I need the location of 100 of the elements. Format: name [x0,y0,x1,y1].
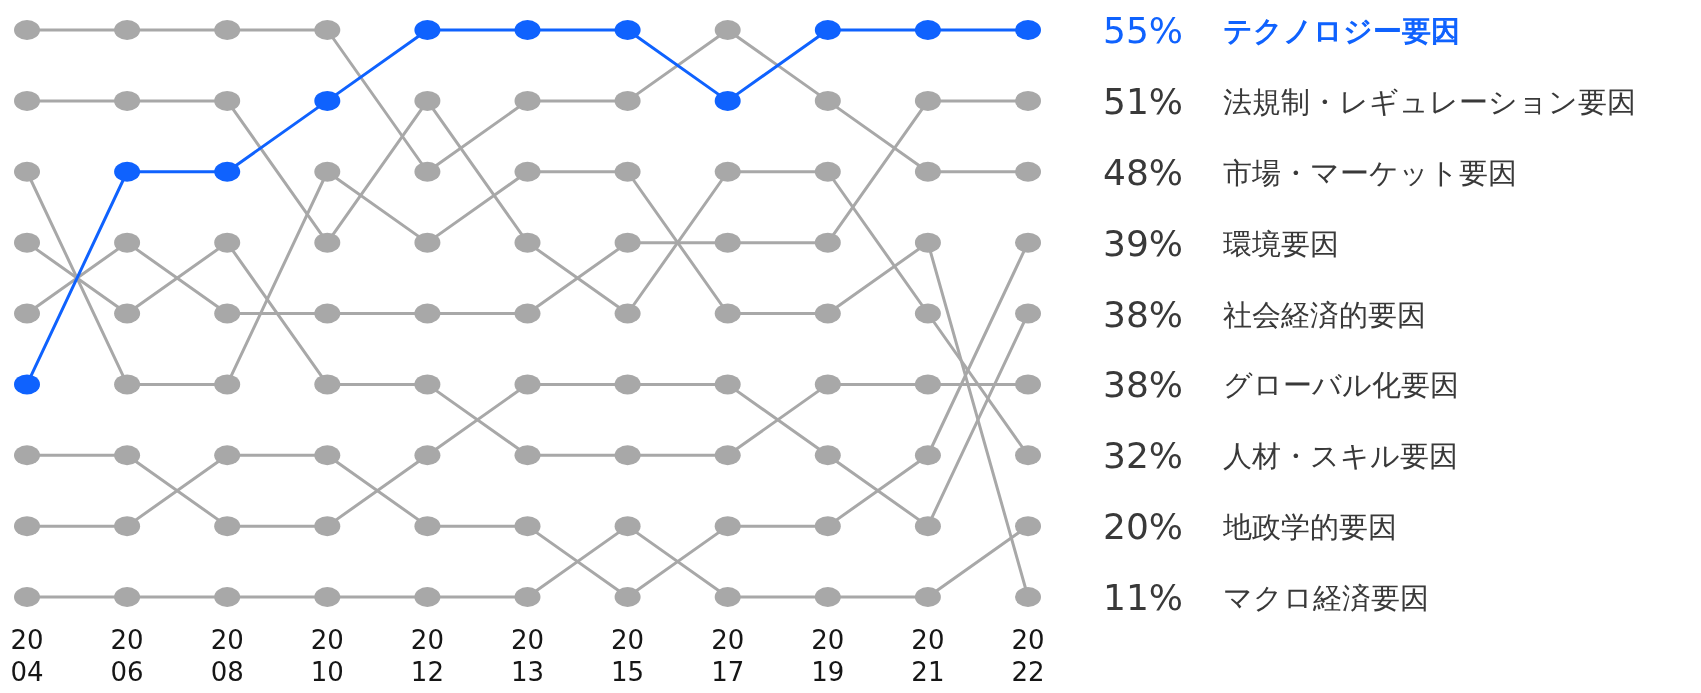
point [414,161,441,182]
point [114,374,141,395]
text: 法規制・レギュレーション要因 [1223,84,1636,119]
point [14,445,40,466]
point [14,232,40,253]
point [1015,90,1041,111]
point [614,232,641,253]
x-tick-label: 2015 [611,625,645,687]
annotation: 38% [1102,364,1183,406]
point [314,161,341,182]
point [414,374,441,395]
text: 環境要因 [1223,226,1339,261]
point [714,90,741,111]
point [914,445,941,466]
point [114,587,141,607]
point [614,303,641,324]
annotation: 32% [1102,435,1183,477]
point [814,20,841,40]
point [414,587,441,607]
point [514,303,541,324]
point [1015,445,1041,466]
point [14,161,40,182]
point [714,20,741,40]
x-tick-label: 2017 [711,625,745,687]
point [914,90,941,111]
point [814,232,841,253]
point [314,232,341,253]
annotation: 39% [1102,222,1183,264]
point [914,20,941,40]
x-tick-label: 2010 [310,625,344,687]
point [714,445,741,466]
annotation: 38% [1102,293,1183,335]
text: 地政学的要因 [1222,510,1397,545]
point [814,516,841,537]
point [414,516,441,537]
point [814,161,841,182]
point [814,90,841,111]
point [914,516,941,537]
point [1015,161,1041,182]
text: 市場・マーケット要因 [1223,155,1517,190]
point [314,587,341,607]
point [14,20,40,40]
point [714,303,741,324]
point [214,90,241,111]
point [614,90,641,111]
point [1015,374,1041,395]
point [414,90,441,111]
point [614,161,641,182]
text: マクロ経済要因 [1223,581,1429,615]
point [114,232,141,253]
x-tick-label: 2004 [10,625,44,687]
x-tick-label: 2008 [210,625,244,687]
point [1015,232,1041,253]
annotation: 55% [1102,10,1183,51]
point [714,232,741,253]
point [914,161,941,182]
point [514,90,541,111]
point [1015,516,1041,537]
point [314,516,341,537]
point [514,445,541,466]
annotation: 11% [1102,577,1183,618]
point [314,445,341,466]
point [914,587,941,607]
point [1015,303,1041,324]
point [714,587,741,607]
point [514,516,541,537]
point [14,374,40,395]
point [214,516,241,537]
point [214,374,241,395]
point [214,20,241,40]
point [14,90,40,111]
text: 社会経済的要因 [1223,297,1426,332]
point [714,516,741,537]
point [314,90,341,111]
annotation: 48% [1102,151,1183,193]
point [514,161,541,182]
text: グローバル化要因 [1223,368,1459,403]
point [414,445,441,466]
point [214,232,241,253]
text: テクノロジー要因 [1223,14,1460,48]
point [14,587,40,607]
point [314,20,341,40]
point [814,374,841,395]
point [414,303,441,324]
point [514,232,541,253]
x-tick-label: 2013 [510,625,545,687]
point [214,161,241,182]
point [214,445,241,466]
point [914,303,941,324]
x-tick-label: 2006 [110,625,144,687]
point [414,232,441,253]
x-tick-label: 2022 [1011,625,1045,687]
point [514,374,541,395]
point [214,587,241,607]
point [814,445,841,466]
point [514,587,541,607]
annotation: 51% [1102,80,1183,122]
point [614,374,641,395]
point [614,445,641,466]
annotation: 20% [1102,506,1183,548]
